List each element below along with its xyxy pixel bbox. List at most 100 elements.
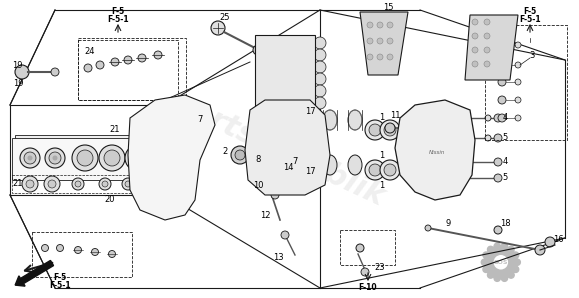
Circle shape	[75, 246, 82, 254]
Text: 4: 4	[503, 158, 508, 167]
Circle shape	[45, 148, 65, 168]
Bar	[32, 232, 132, 277]
Circle shape	[84, 64, 92, 72]
Circle shape	[385, 123, 395, 133]
Circle shape	[104, 150, 120, 166]
Circle shape	[42, 244, 49, 252]
Circle shape	[314, 37, 326, 49]
Circle shape	[365, 120, 385, 140]
Circle shape	[99, 145, 125, 171]
Circle shape	[130, 150, 146, 166]
Circle shape	[108, 251, 115, 257]
Text: SOS: SOS	[493, 260, 508, 265]
Circle shape	[314, 61, 326, 73]
Circle shape	[377, 54, 383, 60]
Circle shape	[377, 22, 383, 28]
Circle shape	[380, 120, 400, 140]
Circle shape	[472, 47, 478, 53]
Circle shape	[48, 180, 56, 188]
Text: 17: 17	[305, 167, 316, 176]
Circle shape	[484, 33, 490, 39]
Circle shape	[488, 246, 494, 252]
Circle shape	[494, 114, 502, 122]
Circle shape	[498, 114, 506, 122]
Circle shape	[125, 181, 131, 187]
Circle shape	[514, 259, 521, 265]
Circle shape	[387, 22, 393, 28]
Text: 4: 4	[503, 114, 508, 122]
Circle shape	[483, 252, 489, 258]
Circle shape	[57, 244, 64, 252]
Circle shape	[20, 148, 40, 168]
Circle shape	[498, 61, 506, 69]
Circle shape	[314, 49, 326, 61]
Circle shape	[356, 244, 364, 252]
Circle shape	[91, 249, 98, 255]
Text: F-5: F-5	[53, 274, 67, 283]
Circle shape	[484, 47, 490, 53]
Text: 5: 5	[503, 134, 508, 142]
Ellipse shape	[323, 155, 337, 175]
Circle shape	[271, 191, 279, 199]
Circle shape	[261, 141, 275, 155]
Circle shape	[142, 181, 148, 187]
Circle shape	[515, 62, 521, 68]
Circle shape	[512, 252, 519, 258]
Circle shape	[483, 245, 518, 280]
Text: 16: 16	[553, 235, 563, 244]
Text: F-5-1: F-5-1	[107, 15, 129, 24]
Text: F-5: F-5	[523, 7, 537, 16]
Circle shape	[498, 41, 506, 49]
Circle shape	[508, 246, 514, 252]
Circle shape	[367, 54, 373, 60]
Text: 10: 10	[253, 181, 263, 190]
Circle shape	[384, 164, 396, 176]
Circle shape	[387, 54, 393, 60]
Circle shape	[231, 146, 249, 164]
Circle shape	[515, 42, 521, 48]
Circle shape	[162, 157, 178, 173]
Text: F-5-1: F-5-1	[519, 15, 541, 24]
Circle shape	[314, 73, 326, 85]
Circle shape	[484, 61, 490, 67]
Text: 24: 24	[85, 47, 96, 57]
Ellipse shape	[323, 110, 337, 130]
Circle shape	[472, 61, 478, 67]
Text: 9: 9	[445, 220, 450, 229]
Circle shape	[24, 152, 36, 164]
Text: 21: 21	[13, 179, 23, 189]
Circle shape	[472, 33, 478, 39]
Circle shape	[53, 156, 57, 161]
Circle shape	[494, 158, 502, 166]
Circle shape	[367, 22, 373, 28]
Circle shape	[515, 79, 521, 85]
Text: 11: 11	[390, 111, 400, 120]
Text: 1: 1	[379, 150, 384, 159]
Circle shape	[27, 156, 32, 161]
Polygon shape	[360, 12, 408, 75]
Polygon shape	[245, 100, 330, 195]
Circle shape	[501, 243, 508, 249]
Text: 17: 17	[305, 108, 316, 117]
Text: F-5-1: F-5-1	[49, 282, 71, 291]
Text: 15: 15	[383, 4, 393, 13]
Circle shape	[122, 178, 134, 190]
Text: 1: 1	[379, 181, 384, 190]
Circle shape	[485, 135, 491, 141]
Text: 7: 7	[292, 158, 298, 167]
Circle shape	[235, 150, 245, 160]
Circle shape	[111, 58, 119, 66]
Polygon shape	[395, 100, 475, 200]
Circle shape	[124, 56, 132, 64]
Text: 19: 19	[12, 60, 22, 69]
Circle shape	[380, 160, 400, 180]
Circle shape	[494, 174, 502, 182]
Circle shape	[75, 181, 81, 187]
FancyArrow shape	[15, 260, 53, 286]
Ellipse shape	[348, 155, 362, 175]
Circle shape	[494, 243, 500, 249]
Circle shape	[49, 152, 61, 164]
Circle shape	[425, 225, 431, 231]
Text: 25: 25	[220, 13, 230, 21]
Circle shape	[508, 272, 514, 278]
